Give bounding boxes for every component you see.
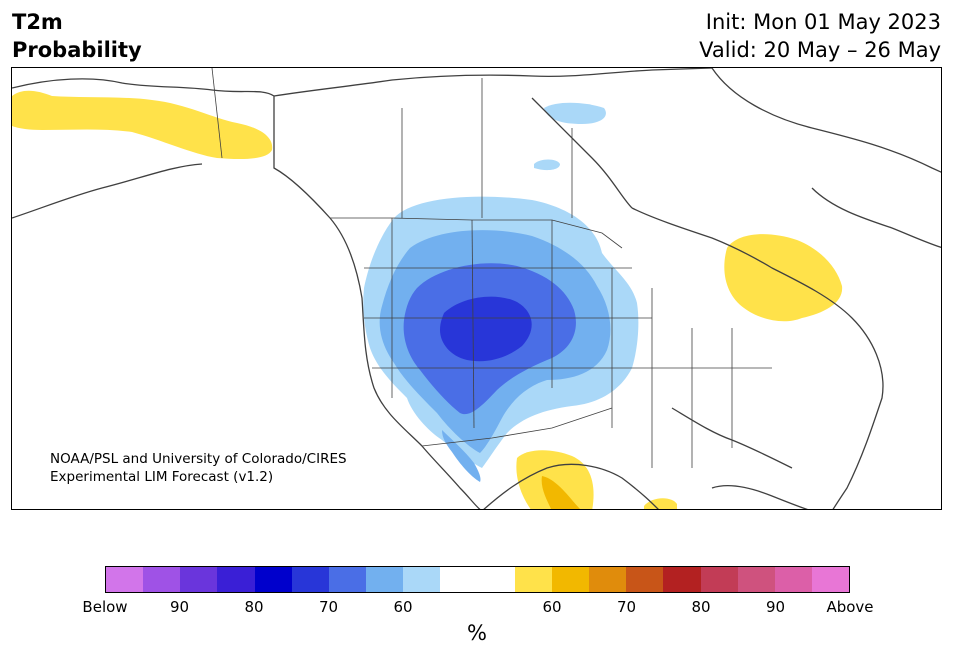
credit-line-1: NOAA/PSL and University of Colorado/CIRE… xyxy=(50,451,347,467)
colorbar-cell xyxy=(291,567,329,592)
map-credit: NOAA/PSL and University of Colorado/CIRE… xyxy=(50,450,347,486)
colorbar-tick-label: 70 xyxy=(318,598,339,616)
colorbar-tick-label: Below xyxy=(82,598,128,616)
above-region-mexico-core xyxy=(541,476,581,509)
colorbar-tick-label: 60 xyxy=(393,598,413,616)
colorbar-unit: % xyxy=(467,621,487,645)
colorbar-cell xyxy=(774,567,812,592)
colorbar-cell xyxy=(143,567,181,592)
colorbar-cell xyxy=(626,567,664,592)
colorbar-cell xyxy=(477,567,515,592)
above-region-quebec xyxy=(724,234,843,322)
colorbar-cell xyxy=(440,567,478,592)
colorbar-cell xyxy=(700,567,738,592)
probability-map xyxy=(12,68,941,509)
colorbar-tick-label: 90 xyxy=(169,598,190,616)
below-region-80 xyxy=(440,296,532,362)
title-line-1: T2m xyxy=(12,10,63,34)
colorbar-cell xyxy=(811,567,850,592)
colorbar-cell xyxy=(551,567,590,592)
title-line-2: Probability xyxy=(12,38,142,62)
colorbar-cell xyxy=(403,567,441,592)
colorbar-cell xyxy=(254,567,292,592)
colorbar-cell xyxy=(737,567,775,592)
colorbar-cell xyxy=(328,567,367,592)
colorbar-tick-label: 70 xyxy=(616,598,637,616)
above-region-alaska xyxy=(12,90,273,160)
colorbar-tick-label: 80 xyxy=(691,598,711,616)
colorbar-tick-label: 80 xyxy=(244,598,264,616)
colorbar-tick-label: Above xyxy=(826,598,874,616)
forecast-dates: Init: Mon 01 May 2023 Valid: 20 May – 26… xyxy=(699,8,941,64)
colorbar-cell xyxy=(217,567,255,592)
colorbar-cell xyxy=(106,567,144,592)
colorbar-tick-label: 60 xyxy=(542,598,562,616)
map-panel: NOAA/PSL and University of Colorado/CIRE… xyxy=(11,67,942,510)
above-region-caribbean xyxy=(644,498,677,509)
colorbar-cell xyxy=(663,567,701,592)
map-title: T2m Probability xyxy=(12,8,142,64)
below-region-small xyxy=(534,159,560,171)
below-region-hudson xyxy=(544,102,606,124)
valid-date: Valid: 20 May – 26 May xyxy=(699,38,941,62)
colorbar-cell xyxy=(589,567,627,592)
colorbar-cell xyxy=(514,567,552,592)
political-borders xyxy=(211,68,772,468)
colorbar-cell xyxy=(180,567,218,592)
init-date: Init: Mon 01 May 2023 xyxy=(705,10,941,34)
colorbar xyxy=(105,566,850,593)
colorbar-cell xyxy=(366,567,404,592)
credit-line-2: Experimental LIM Forecast (v1.2) xyxy=(50,469,274,485)
colorbar-tick-label: 90 xyxy=(765,598,786,616)
coastlines xyxy=(12,68,941,509)
